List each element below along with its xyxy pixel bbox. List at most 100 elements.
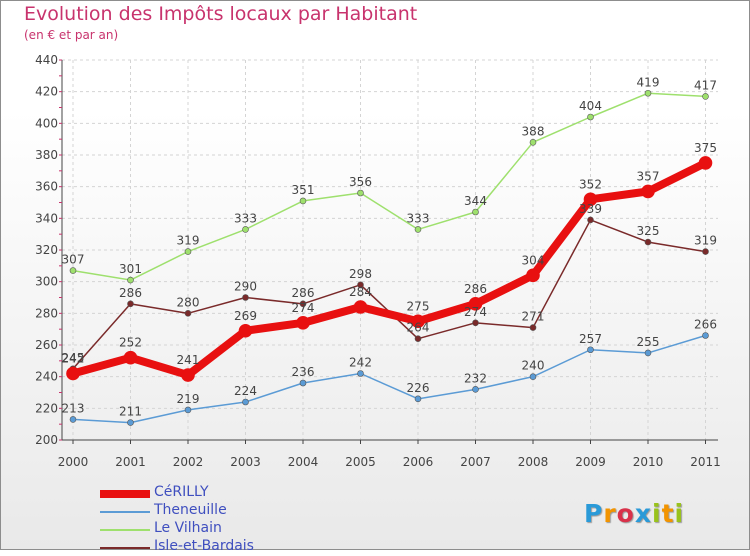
- data-point: [472, 319, 479, 327]
- data-label: 344: [464, 194, 487, 208]
- y-tick-label: 220: [35, 401, 58, 415]
- data-label: 333: [234, 211, 257, 225]
- y-tick-label: 240: [35, 370, 58, 384]
- series-line: [72, 219, 707, 370]
- data-point: [299, 300, 307, 308]
- data-label: 240: [522, 359, 545, 373]
- data-point: [299, 379, 307, 387]
- data-label: 219: [177, 392, 200, 406]
- data-label: 325: [637, 224, 660, 238]
- data-point: [414, 226, 422, 233]
- logo-letter: P: [584, 499, 604, 528]
- x-tick-label: 2011: [690, 455, 721, 469]
- data-label: 388: [522, 124, 545, 138]
- series-line: [69, 158, 710, 380]
- x-tick-label: 2002: [173, 455, 204, 469]
- data-point: [702, 332, 709, 339]
- y-tick-label: 320: [35, 243, 58, 257]
- data-label: 264: [407, 321, 430, 335]
- data-point: [299, 197, 307, 205]
- legend-swatch: [100, 490, 150, 498]
- data-point: [583, 192, 598, 207]
- data-label: 286: [464, 282, 487, 296]
- chart-subtitle: (en € et par an): [24, 28, 119, 42]
- data-label: 404: [579, 99, 602, 113]
- data-point: [702, 248, 709, 255]
- x-tick-label: 2000: [58, 455, 89, 469]
- data-label: 286: [119, 286, 142, 300]
- data-label: 275: [407, 299, 430, 313]
- data-label: 298: [349, 267, 372, 281]
- x-tick-label: 2003: [230, 455, 261, 469]
- data-point: [123, 350, 138, 365]
- data-point: [587, 346, 594, 354]
- logo-letter: r: [603, 499, 617, 528]
- data-point: [181, 368, 195, 382]
- data-point: [414, 395, 422, 403]
- data-label: 274: [292, 301, 315, 315]
- series-line: [72, 334, 707, 424]
- data-label: 257: [579, 332, 602, 346]
- x-tick-label: 2008: [518, 455, 549, 469]
- data-point: [242, 226, 249, 233]
- logo-letter: o: [616, 499, 635, 528]
- data-label: 226: [407, 381, 430, 395]
- x-tick-label: 2009: [575, 455, 606, 469]
- data-label: 274: [464, 305, 487, 319]
- y-tick-label: 260: [35, 338, 58, 352]
- data-point: [357, 281, 364, 289]
- logo-letter: i: [674, 499, 685, 528]
- y-tick-label: 340: [35, 211, 58, 225]
- x-tick-label: 2004: [288, 455, 319, 469]
- data-label: 351: [292, 183, 315, 197]
- x-tick-label: 2007: [460, 455, 491, 469]
- data-label: 284: [349, 285, 372, 299]
- data-label: 266: [694, 318, 717, 332]
- data-label: 357: [637, 169, 660, 183]
- data-point: [66, 366, 80, 381]
- data-point: [357, 189, 364, 197]
- chart-title: Evolution des Impôts locaux par Habitant: [24, 3, 418, 25]
- data-point: [587, 216, 594, 224]
- data-label: 245: [62, 351, 85, 365]
- x-tick-label: 2001: [115, 455, 146, 469]
- legend-label: CéRILLY: [154, 484, 209, 500]
- data-label: 286: [292, 286, 315, 300]
- data-point: [414, 335, 422, 342]
- data-point: [127, 300, 134, 308]
- data-point: [698, 156, 713, 170]
- y-tick-label: 440: [35, 53, 58, 67]
- legend-swatch: [100, 529, 150, 531]
- data-label: 236: [292, 365, 315, 379]
- y-tick-label: 300: [35, 275, 58, 289]
- data-label: 232: [464, 371, 487, 385]
- y-tick-label: 380: [35, 148, 58, 162]
- data-label: 419: [637, 75, 660, 89]
- legend-label: Le Vilhain: [154, 520, 222, 536]
- data-label: 339: [579, 202, 602, 216]
- data-label: 375: [694, 141, 717, 155]
- logo-letter: x: [634, 499, 652, 528]
- data-point: [644, 349, 652, 357]
- data-label: 242: [349, 356, 372, 370]
- y-tick-label: 280: [35, 306, 58, 320]
- legend-swatch: [100, 547, 150, 549]
- data-point: [526, 268, 540, 283]
- data-label: 241: [177, 353, 200, 367]
- data-point: [69, 267, 77, 274]
- data-point: [296, 316, 310, 330]
- data-point: [357, 370, 364, 377]
- data-label: 304: [522, 253, 545, 267]
- data-label: 290: [234, 280, 257, 294]
- data-label: 271: [522, 310, 545, 324]
- data-point: [411, 314, 425, 329]
- data-point: [529, 324, 537, 331]
- legend-label: Theneuille: [154, 502, 227, 518]
- data-point: [472, 208, 479, 216]
- data-label: 255: [637, 335, 660, 349]
- data-label: 333: [407, 211, 430, 225]
- data-point: [242, 398, 249, 406]
- legend-swatch: [100, 511, 150, 513]
